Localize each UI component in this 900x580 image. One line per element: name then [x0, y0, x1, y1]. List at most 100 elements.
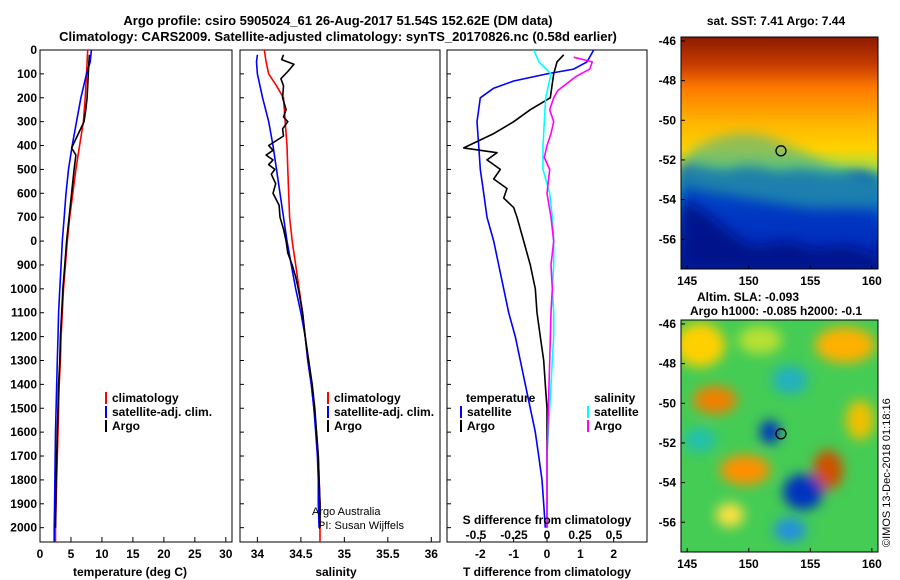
temperature-diff-legend: temperature satellite Argo [460, 391, 536, 433]
depth-tick-label: 700 [17, 210, 37, 224]
map-lat-tick-label: -54 [659, 476, 677, 490]
depth-tick-label: 0 [30, 43, 37, 57]
legend-label-argo: Argo [112, 419, 140, 433]
t-diff-tick-label: -1 [508, 547, 519, 561]
data-source-annotation: Argo Australia [312, 506, 381, 518]
depth-tick-label: 1400 [10, 377, 37, 391]
sst-front-green-band [681, 133, 878, 210]
depth-tick-label: 500 [17, 162, 37, 176]
legend-label-t-argo: Argo [467, 419, 495, 433]
figure-title-line1: Argo profile: csiro 5905024_61 26-Aug-20… [123, 13, 552, 28]
map-lat-tick-label: -54 [659, 193, 677, 207]
sla-blob-11 [774, 518, 806, 542]
pi-annotation: PI: Susan Wijffels [318, 520, 404, 532]
series-line-temperature-argo [462, 54, 565, 528]
legend-label-climatology: climatology [112, 391, 179, 405]
temperature-legend: climatology satellite-adj. clim. Argo [105, 391, 212, 433]
sla-blob-1 [681, 323, 725, 367]
sla-map-subtitle: Argo h1000: -0.085 h2000: -0.1 [690, 304, 862, 318]
sst-deep-blue-patch [681, 200, 878, 269]
difference-panel: -2 -1 0 1 2 T difference from climatology S … [446, 49, 648, 579]
legend-label-argo: Argo [334, 419, 362, 433]
s-diff-tick--0.25: -0.25 [500, 528, 528, 542]
depth-tick-label: 400 [17, 139, 37, 153]
map-lat-tick-label: -52 [659, 153, 677, 167]
s-diff-tick--0.5: -0.5 [466, 528, 487, 542]
legend-label-s-argo: Argo [594, 419, 622, 433]
sst-map-axes: 145 150 155 160 -46 -48 -50 -52 -54 -56 [659, 34, 883, 288]
legend-title-salinity: salinity [594, 391, 636, 405]
map-lat-tick-label: -52 [659, 436, 677, 450]
series-line-satellite-adj-clim- [255, 54, 320, 528]
sla-blob-12 [846, 400, 874, 440]
sst-field [681, 37, 878, 269]
salinity-depth-tickmarks [240, 49, 244, 529]
map-lat-tick-label: -56 [659, 515, 677, 529]
t-difference-axis-ticks: -2 -1 0 1 2 [475, 537, 617, 561]
figure-title-line2: Climatology: CARS2009. Satellite-adjuste… [59, 29, 617, 44]
difference-series [462, 50, 595, 528]
depth-tick-label: 1700 [10, 449, 37, 463]
sla-anomaly-blobs [681, 323, 875, 542]
series-line-salinity-argo [543, 56, 594, 528]
map-lat-tick-label: -48 [659, 357, 677, 371]
depth-tick-label: 1300 [10, 353, 37, 367]
salinity-panel: 34 34.5 35 35.5 36 salinity climatology sate… [239, 49, 441, 579]
map-lat-tick-label: -46 [659, 317, 677, 331]
series-line-temperature-satellite [476, 50, 595, 528]
depth-tick-label: 900 [17, 258, 37, 272]
temperature-tick-label: 15 [126, 547, 140, 561]
series-line-satellite-adj-clim- [53, 50, 93, 542]
sla-field [681, 320, 878, 552]
sla-blob-2 [738, 326, 782, 354]
series-line-salinity-satellite [532, 50, 555, 528]
sst-map-title: sat. SST: 7.41 Argo: 7.44 [707, 14, 846, 28]
sla-map-panel: Altim. SLA: -0.093 Argo h1000: -0.085 h2… [659, 290, 893, 571]
temperature-tick-label: 20 [157, 547, 171, 561]
map-lon-tick-label: 150 [739, 274, 759, 288]
s-diff-tick-0.5: 0.5 [606, 528, 623, 542]
sla-blob-3 [815, 327, 875, 363]
depth-axis-ticks: 0 100 200 300 400 500 600 700 0 900 1000 1100 1200 13… [10, 43, 44, 535]
map-lon-tick-label: 155 [800, 557, 820, 571]
legend-title-temperature: temperature [466, 391, 536, 405]
depth-tick-label: 600 [17, 186, 37, 200]
temperature-tick-label: 10 [95, 547, 109, 561]
map-lon-tick-label: 145 [677, 274, 697, 288]
sla-map-title: Altim. SLA: -0.093 [697, 290, 799, 304]
temperature-axis-ticks: 0 5 10 15 20 25 30 [37, 537, 233, 561]
argo-location-marker [775, 145, 787, 157]
salinity-diff-legend: salinity satellite Argo [587, 391, 639, 433]
sla-blob-6 [813, 450, 843, 490]
salinity-tick-label: 34.5 [289, 547, 313, 561]
sla-blob-8 [684, 428, 716, 452]
s-diff-tick-0.25: 0.25 [568, 528, 592, 542]
sla-blob-9 [783, 474, 823, 510]
sla-blob-13 [716, 503, 744, 527]
map-lat-tick-label: -50 [659, 396, 677, 410]
map-lon-tick-label: 145 [677, 557, 697, 571]
depth-tick-label: 200 [17, 91, 37, 105]
map-lon-tick-label: 160 [862, 274, 882, 288]
temperature-tick-label: 0 [37, 547, 44, 561]
sla-blob-10 [760, 420, 780, 444]
t-diff-tick-label: 2 [610, 547, 617, 561]
t-difference-axis-label: T difference from climatology [463, 565, 631, 579]
map-lat-tick-label: -50 [659, 113, 677, 127]
depth-tick-label: 2000 [10, 521, 37, 535]
sla-blob-5 [720, 455, 770, 485]
legend-label-t-satellite: satellite [467, 405, 512, 419]
salinity-series [255, 50, 321, 542]
salinity-tick-label: 35 [338, 547, 352, 561]
legend-label-climatology: climatology [334, 391, 401, 405]
series-line-argo [265, 54, 321, 528]
temperature-axes-frame [39, 49, 233, 543]
depth-tick-label: 1500 [10, 401, 37, 415]
temperature-tick-label: 5 [68, 547, 75, 561]
depth-tick-label: 1200 [10, 330, 37, 344]
map-lon-tick-label: 155 [800, 274, 820, 288]
temperature-tick-label: 30 [219, 547, 233, 561]
depth-tick-label: 100 [17, 67, 37, 81]
map-lon-tick-label: 150 [739, 557, 759, 571]
salinity-tick-label: 35.5 [376, 547, 400, 561]
